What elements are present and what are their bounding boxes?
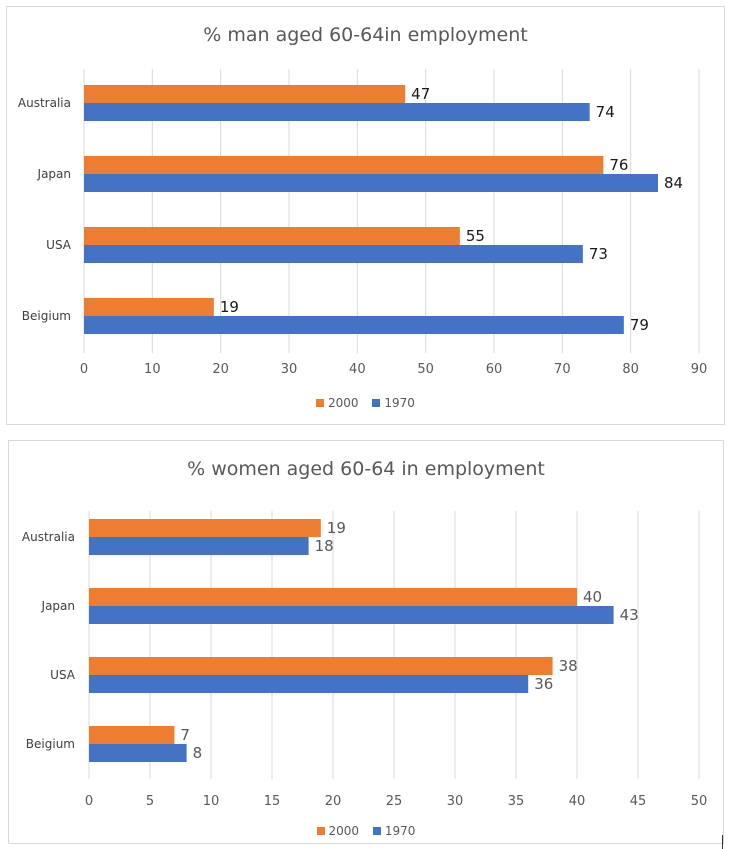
data-label: 19 — [220, 298, 239, 316]
bar-2000 — [84, 156, 604, 174]
bar-1970 — [89, 606, 614, 624]
chart-legend: 2000 1970 — [7, 396, 724, 410]
x-tick-label: 40 — [569, 794, 586, 809]
data-label: 8 — [193, 744, 203, 762]
legend-item-1970: 1970 — [372, 396, 415, 410]
legend-label-1970: 1970 — [384, 396, 415, 410]
legend-swatch-1970 — [372, 827, 381, 835]
chart-legend: 2000 1970 — [9, 824, 723, 838]
bar-1970 — [84, 316, 624, 334]
category-label: Australia — [22, 530, 75, 544]
bar-2000 — [89, 657, 553, 675]
x-tick-label: 30 — [447, 794, 464, 809]
data-label: 47 — [411, 85, 430, 103]
category-label: Beigium — [22, 309, 71, 323]
data-label: 76 — [609, 156, 628, 174]
data-label: 79 — [630, 316, 649, 334]
x-tick-label: 70 — [554, 362, 571, 377]
x-tick-label: 30 — [281, 362, 298, 377]
data-label: 55 — [466, 227, 485, 245]
legend-label-2000: 2000 — [328, 824, 360, 838]
legend-item-2000: 2000 — [316, 396, 359, 410]
data-label: 74 — [596, 103, 615, 121]
bar-1970 — [89, 744, 187, 762]
x-tick-label: 20 — [212, 362, 229, 377]
data-label: 18 — [315, 537, 334, 555]
x-tick-label: 20 — [325, 794, 342, 809]
x-tick-label: 15 — [264, 794, 281, 809]
data-label: 40 — [583, 588, 602, 606]
x-tick-label: 50 — [691, 794, 708, 809]
data-label: 73 — [589, 245, 608, 263]
category-label: USA — [46, 238, 72, 252]
data-label: 38 — [559, 657, 578, 675]
bar-2000 — [89, 519, 321, 537]
legend-item-2000: 2000 — [316, 824, 360, 838]
category-label: USA — [50, 668, 76, 682]
x-tick-label: 45 — [630, 794, 647, 809]
bar-1970 — [84, 174, 658, 192]
chart-title: % man aged 60-64in employment — [203, 24, 528, 46]
bar-2000 — [89, 726, 175, 744]
legend-swatch-2000 — [316, 827, 325, 835]
bar-2000 — [84, 227, 460, 245]
legend-label-1970: 1970 — [384, 824, 416, 838]
women-employment-chart: % women aged 60-64 in employment 0 5 10 15 2… — [8, 440, 724, 844]
x-tick-label: 50 — [417, 362, 434, 377]
x-tick-label: 40 — [349, 362, 366, 377]
category-label: Beigium — [26, 737, 75, 751]
data-label: 19 — [327, 519, 346, 537]
x-tick-label: 60 — [486, 362, 503, 377]
category-label: Japan — [41, 599, 75, 613]
x-tick-label: 10 — [203, 794, 220, 809]
x-tick-label: 80 — [622, 362, 639, 377]
legend-label-2000: 2000 — [328, 396, 359, 410]
bar-2000 — [84, 298, 214, 316]
bar-1970 — [89, 537, 309, 555]
x-tick-label: 25 — [386, 794, 403, 809]
bar-1970 — [84, 245, 583, 263]
x-tick-label: 90 — [691, 362, 708, 377]
x-tick-label: 0 — [85, 794, 93, 809]
bar-2000 — [84, 85, 406, 103]
category-label: Australia — [18, 96, 71, 110]
legend-item-1970: 1970 — [372, 824, 416, 838]
bar-2000 — [89, 588, 577, 606]
x-tick-label: 35 — [508, 794, 525, 809]
men-chart-plot: 0 10 20 30 40 50 60 70 80 90 Australia 47 74 Japan 76 8… — [18, 69, 708, 377]
chart-title: % women aged 60-64 in employment — [187, 458, 545, 480]
bar-1970 — [84, 103, 590, 121]
category-label: Japan — [37, 167, 71, 181]
data-label: 7 — [180, 726, 190, 744]
legend-swatch-2000 — [316, 399, 325, 407]
data-label: 36 — [534, 675, 553, 693]
text-cursor-mark — [722, 835, 723, 849]
legend-swatch-1970 — [372, 399, 381, 407]
data-label: 43 — [620, 606, 639, 624]
bar-1970 — [89, 675, 529, 693]
data-label: 84 — [664, 174, 683, 192]
x-tick-label: 0 — [80, 362, 88, 377]
x-tick-label: 10 — [144, 362, 161, 377]
men-employment-chart: % man aged 60-64in employment 0 10 20 30 40 5… — [6, 6, 725, 425]
x-tick-label: 5 — [146, 794, 154, 809]
